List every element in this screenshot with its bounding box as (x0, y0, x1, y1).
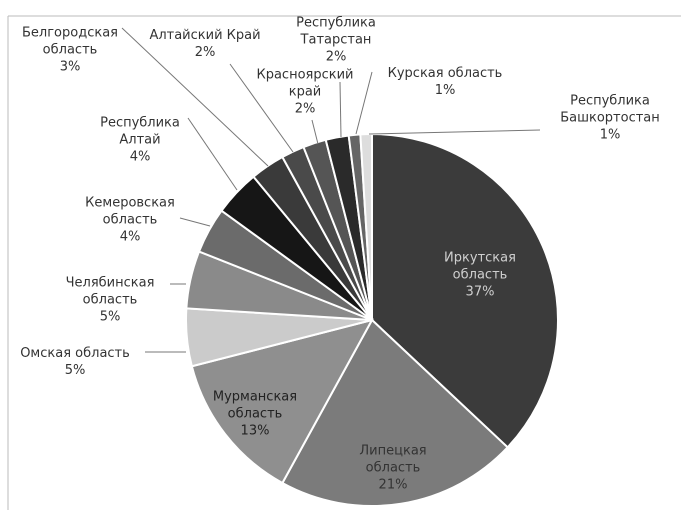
slice-value: 2% (325, 49, 347, 65)
slice-value: 1% (599, 127, 621, 143)
slice-label: Красноярский край 2% (250, 67, 360, 118)
slice-name: Омская область (20, 346, 130, 361)
slice-label: Республика Алтай 4% (80, 115, 200, 166)
slice-label: Омская область 5% (5, 345, 145, 379)
leader-line (187, 117, 238, 191)
slice-name: Челябинская область (65, 275, 155, 308)
leader-line (179, 217, 211, 227)
leader-line (311, 119, 319, 145)
slice-label: Челябинская область 5% (50, 275, 170, 326)
slice-value: 2% (294, 101, 316, 117)
slice-value: 4% (129, 149, 151, 165)
slice-value: 37% (465, 284, 495, 300)
slice-name: Алтайский Край (149, 28, 261, 43)
leader-line (355, 71, 373, 135)
slice-label: Кемеровская область 4% (70, 195, 190, 246)
leader-line (339, 81, 342, 138)
slice-name: Липецкая область (359, 443, 427, 476)
slice-value: 3% (59, 59, 81, 75)
slice-name: Курская область (387, 66, 503, 81)
leader-line (368, 129, 541, 135)
slice-label: Курская область 1% (370, 65, 520, 99)
pie-slice (371, 132, 559, 449)
leader-line (229, 63, 294, 153)
slice-value: 1% (434, 83, 456, 98)
slice-name: Белгородская область (22, 25, 118, 58)
slice-name: Красноярский край (256, 67, 354, 100)
slice-name: Республика Башкортостан (560, 93, 660, 126)
leader-line (121, 27, 269, 167)
slice-value: 13% (240, 423, 270, 439)
slice-label: Белгородская область 3% (5, 25, 135, 76)
slice-label: Мурманская область 13% (200, 389, 310, 440)
slice-label: Республика Татарстан 2% (281, 15, 391, 66)
slice-name: Кемеровская область (85, 195, 175, 228)
slice-value: 5% (64, 363, 86, 378)
pie-slice (190, 318, 374, 485)
slice-name: Республика Татарстан (296, 15, 376, 48)
slice-value: 5% (99, 309, 121, 325)
slice-name: Мурманская область (212, 389, 298, 422)
slice-name: Республика Алтай (100, 115, 180, 148)
slice-label: Республика Башкортостан 1% (535, 93, 681, 144)
slice-label: Липецкая область 21% (343, 443, 443, 494)
slice-value: 4% (119, 229, 141, 245)
slice-label: Алтайский Край 2% (140, 27, 270, 61)
slice-label: Иркутская область 37% (424, 250, 536, 301)
slice-value: 2% (194, 45, 216, 60)
pie-slice (281, 318, 510, 507)
slice-name: Иркутская область (444, 250, 516, 283)
slice-value: 21% (378, 477, 408, 493)
